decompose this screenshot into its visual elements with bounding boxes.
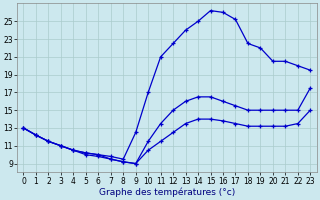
X-axis label: Graphe des températures (°c): Graphe des températures (°c) xyxy=(99,187,235,197)
